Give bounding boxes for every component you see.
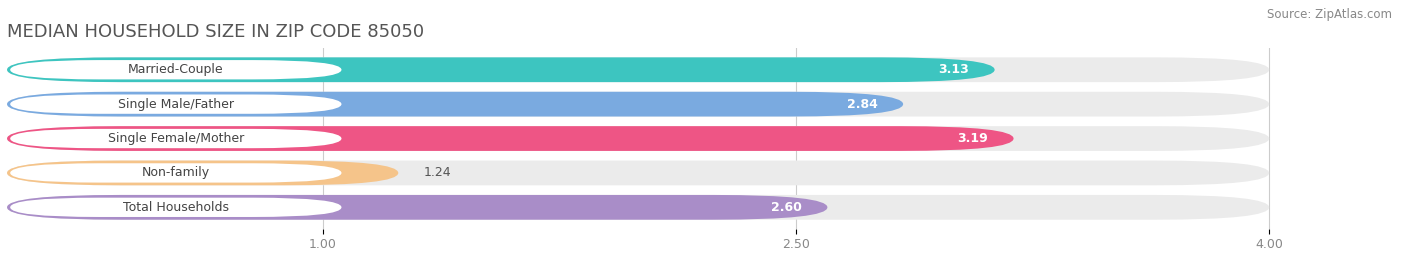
Text: Non-family: Non-family — [142, 167, 209, 179]
Text: 2.84: 2.84 — [846, 98, 877, 111]
Text: 3.19: 3.19 — [957, 132, 988, 145]
FancyBboxPatch shape — [7, 57, 1270, 82]
FancyBboxPatch shape — [7, 92, 1270, 116]
FancyBboxPatch shape — [7, 92, 903, 116]
FancyBboxPatch shape — [7, 126, 1270, 151]
FancyBboxPatch shape — [10, 94, 342, 114]
FancyBboxPatch shape — [10, 60, 342, 79]
FancyBboxPatch shape — [10, 129, 342, 148]
Text: Source: ZipAtlas.com: Source: ZipAtlas.com — [1267, 8, 1392, 21]
FancyBboxPatch shape — [7, 161, 1270, 185]
FancyBboxPatch shape — [7, 195, 827, 220]
Text: 3.13: 3.13 — [939, 63, 969, 76]
Text: Single Male/Father: Single Male/Father — [118, 98, 233, 111]
FancyBboxPatch shape — [7, 57, 994, 82]
Text: 1.24: 1.24 — [423, 167, 451, 179]
FancyBboxPatch shape — [7, 195, 1270, 220]
FancyBboxPatch shape — [7, 161, 398, 185]
Text: MEDIAN HOUSEHOLD SIZE IN ZIP CODE 85050: MEDIAN HOUSEHOLD SIZE IN ZIP CODE 85050 — [7, 23, 425, 41]
FancyBboxPatch shape — [10, 163, 342, 183]
FancyBboxPatch shape — [7, 126, 1014, 151]
Text: 2.60: 2.60 — [772, 201, 803, 214]
Text: Married-Couple: Married-Couple — [128, 63, 224, 76]
Text: Total Households: Total Households — [122, 201, 229, 214]
Text: Single Female/Mother: Single Female/Mother — [108, 132, 245, 145]
FancyBboxPatch shape — [10, 198, 342, 217]
